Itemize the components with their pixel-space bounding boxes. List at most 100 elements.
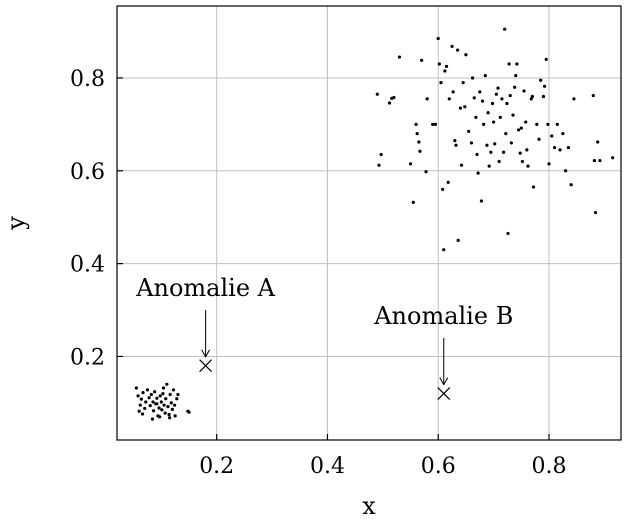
data-point — [494, 92, 498, 96]
x-marker — [437, 387, 451, 401]
data-point — [155, 396, 159, 400]
y-tick-label: 0.6 — [70, 160, 105, 185]
data-point — [544, 57, 548, 61]
data-point — [140, 412, 145, 416]
plot-frame — [116, 5, 622, 441]
data-point — [515, 62, 519, 66]
data-point — [437, 62, 441, 66]
data-point — [482, 122, 486, 126]
data-point — [520, 159, 525, 164]
data-point — [459, 163, 464, 167]
data-point — [474, 115, 478, 120]
data-point — [472, 96, 476, 100]
data-point — [392, 95, 396, 100]
data-point — [150, 417, 155, 421]
data-point — [522, 89, 526, 93]
data-point — [598, 158, 602, 163]
data-point — [165, 382, 169, 386]
data-point — [496, 86, 500, 90]
data-point — [591, 93, 595, 98]
data-point — [414, 122, 418, 126]
y-axis-label: y — [2, 216, 30, 231]
data-point — [537, 137, 541, 141]
data-point — [464, 53, 468, 57]
x-tick-label: 0.6 — [421, 454, 456, 479]
data-point — [497, 159, 501, 164]
data-point — [160, 408, 164, 412]
data-point — [377, 163, 381, 167]
data-point — [151, 409, 156, 413]
data-point — [138, 403, 142, 407]
data-point — [433, 122, 438, 126]
x-tick-label: 0.8 — [532, 454, 567, 479]
data-point — [566, 145, 570, 150]
data-point — [524, 120, 528, 124]
data-point — [444, 64, 449, 68]
data-point — [451, 90, 455, 94]
data-point — [134, 386, 138, 390]
data-point — [552, 145, 557, 150]
data-point — [163, 411, 167, 415]
data-point — [170, 407, 174, 411]
data-point — [526, 164, 530, 168]
data-point — [592, 158, 597, 163]
data-point — [504, 132, 508, 136]
data-point — [157, 406, 161, 410]
data-point — [147, 396, 151, 400]
data-point — [539, 78, 543, 82]
data-point — [173, 403, 177, 407]
data-point — [411, 200, 415, 204]
data-point — [546, 122, 550, 126]
data-point — [171, 388, 176, 392]
data-point — [375, 92, 379, 96]
data-point — [450, 44, 454, 48]
y-tick-label: 0.8 — [70, 67, 105, 92]
data-point — [490, 101, 495, 106]
data-point — [485, 143, 489, 147]
grid-lines — [117, 6, 621, 440]
data-point — [164, 397, 168, 401]
data-point — [531, 185, 536, 189]
data-point — [541, 94, 546, 99]
data-point — [506, 231, 510, 236]
data-point — [453, 139, 457, 143]
data-point — [173, 414, 177, 418]
data-point — [415, 132, 419, 136]
data-point — [572, 97, 576, 101]
data-point — [458, 106, 462, 110]
data-point — [611, 156, 615, 160]
data-point — [508, 93, 512, 98]
data-point — [593, 210, 598, 215]
data-point — [141, 391, 145, 395]
data-point — [442, 248, 446, 252]
data-point — [424, 170, 428, 174]
data-point — [143, 406, 147, 411]
data-point — [387, 101, 392, 105]
y-tick-label: 0.2 — [70, 345, 105, 370]
data-point — [478, 90, 482, 94]
data-point — [161, 391, 165, 396]
data-point — [168, 392, 172, 397]
data-point — [425, 97, 429, 101]
data-point — [439, 80, 443, 85]
data-point — [447, 97, 451, 101]
x-marker — [199, 359, 213, 373]
data-point — [475, 152, 479, 157]
data-point — [441, 187, 445, 191]
data-point — [492, 120, 496, 124]
data-point — [145, 388, 150, 392]
data-point — [493, 142, 497, 146]
data-point — [446, 180, 450, 184]
data-point — [519, 126, 523, 130]
annotation-label: Anomalie A — [135, 274, 275, 302]
data-point — [569, 183, 573, 187]
data-point — [501, 150, 506, 154]
data-point — [169, 401, 173, 405]
data-point — [158, 394, 162, 398]
data-point — [431, 122, 435, 126]
data-point — [176, 392, 180, 397]
data-point — [498, 115, 502, 120]
data-point — [511, 113, 515, 117]
data-point — [500, 97, 504, 101]
